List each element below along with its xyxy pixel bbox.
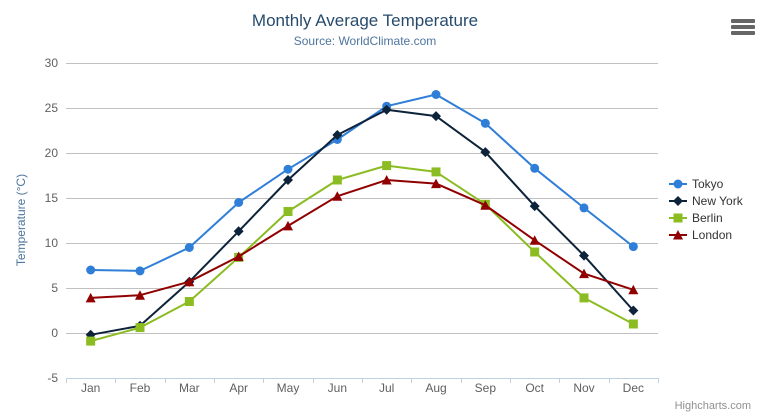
y-axis-label: 0 (51, 326, 58, 340)
series-marker-berlin (628, 319, 638, 329)
hamburger-bar (731, 19, 755, 23)
x-axis-label: Aug (425, 381, 446, 395)
series-marker-tokyo (283, 164, 293, 174)
series-marker-london (529, 235, 540, 245)
series-marker-london (332, 191, 343, 201)
series-marker-tokyo (530, 163, 540, 173)
legend-marker-triangle-icon (669, 229, 687, 239)
series-marker-new-york (628, 305, 639, 316)
series-marker-tokyo (86, 265, 96, 275)
series-marker-new-york (332, 130, 343, 140)
series-marker-berlin (382, 161, 392, 171)
x-axis-label: Apr (229, 381, 248, 395)
series-marker-london (628, 284, 639, 295)
y-axis-label: 20 (45, 146, 59, 160)
series-marker-new-york (480, 147, 491, 158)
credits-link[interactable]: Highcharts.com (674, 400, 751, 412)
series-marker-london (135, 290, 145, 300)
series-marker-london (381, 175, 392, 185)
legend-marker-circle-icon (669, 179, 687, 188)
series-marker-tokyo (234, 198, 244, 207)
legend-label: London (692, 227, 733, 242)
x-axis-label: Feb (130, 381, 151, 395)
series-marker-london (85, 292, 96, 303)
series-line-new-york (90, 108, 635, 336)
series-marker-london (233, 251, 244, 261)
series-line-berlin (90, 164, 634, 343)
series-line-london (90, 179, 634, 299)
y-axis-label: 15 (45, 191, 59, 205)
x-axis-label: Jul (379, 381, 394, 395)
legend-marker-diamond-icon (669, 195, 687, 206)
hamburger-bar (731, 31, 755, 35)
legend-item-tokyo[interactable]: Tokyo (669, 175, 743, 192)
series-marker-new-york (233, 226, 244, 237)
legend-marker-square-icon (669, 213, 687, 222)
chart-title: Monthly Average Temperature (251, 11, 479, 30)
series-marker-tokyo (628, 242, 638, 252)
y-axis-label: -5 (47, 371, 58, 385)
series-marker-berlin (579, 293, 589, 303)
x-axis-label: Sep (475, 381, 497, 395)
legend-item-berlin[interactable]: Berlin (669, 209, 743, 226)
series-marker-berlin (431, 167, 441, 177)
chart-subtitle: Source: WorldClimate.com (293, 34, 437, 48)
x-axis-label: Jun (328, 381, 347, 395)
series-marker-new-york (283, 175, 293, 185)
series-marker-london (184, 276, 195, 287)
hamburger-bar (731, 25, 755, 29)
series-marker-tokyo (480, 118, 490, 128)
series-marker-new-york (579, 250, 589, 261)
legend-item-london[interactable]: London (669, 226, 743, 243)
x-axis-label: Mar (179, 381, 200, 395)
series-marker-london (431, 178, 441, 189)
series-marker-tokyo (135, 266, 145, 276)
series-marker-new-york (381, 104, 392, 115)
series-marker-berlin (530, 247, 540, 257)
y-axis-title: Temperature (°C) (14, 174, 28, 266)
y-axis-label: 10 (45, 236, 59, 250)
x-axis-label: Jan (81, 381, 100, 395)
series-marker-berlin (135, 323, 145, 333)
series-marker-tokyo (579, 203, 589, 213)
y-axis-label: 30 (45, 56, 59, 70)
y-axis-label: 5 (51, 281, 58, 295)
series-marker-tokyo (431, 90, 441, 99)
hamburger-menu-icon[interactable] (730, 18, 756, 38)
series-marker-berlin (184, 297, 194, 306)
x-axis-label: Nov (573, 381, 594, 395)
legend-label: Tokyo (692, 176, 724, 191)
series-marker-tokyo (184, 243, 194, 252)
series-marker-london (579, 268, 589, 279)
series-marker-berlin (332, 175, 342, 185)
y-axis-label: 25 (45, 101, 59, 115)
x-axis-label: May (277, 381, 300, 395)
series-marker-new-york (431, 111, 441, 122)
series-marker-london (283, 220, 293, 231)
legend-item-new-york[interactable]: New York (669, 192, 743, 209)
series-marker-new-york (529, 201, 540, 212)
series-marker-berlin (86, 336, 96, 346)
legend: Tokyo New York Berlin London (669, 175, 743, 243)
x-axis-label: Dec (623, 381, 644, 395)
legend-label: New York (692, 193, 743, 208)
x-axis-label: Oct (525, 381, 544, 395)
legend-label: Berlin (692, 210, 723, 225)
series-line-tokyo (90, 93, 634, 272)
series-marker-berlin (283, 207, 293, 216)
series-marker-london (480, 200, 491, 210)
